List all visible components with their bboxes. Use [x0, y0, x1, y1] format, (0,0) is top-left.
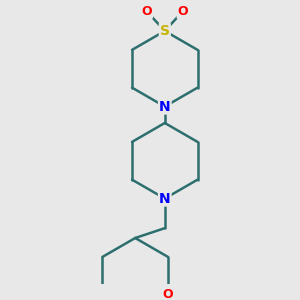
Text: N: N [159, 192, 171, 206]
Text: N: N [159, 100, 171, 114]
Text: O: O [141, 5, 152, 18]
Text: S: S [160, 24, 170, 38]
Text: O: O [178, 5, 188, 18]
Text: O: O [163, 288, 173, 300]
